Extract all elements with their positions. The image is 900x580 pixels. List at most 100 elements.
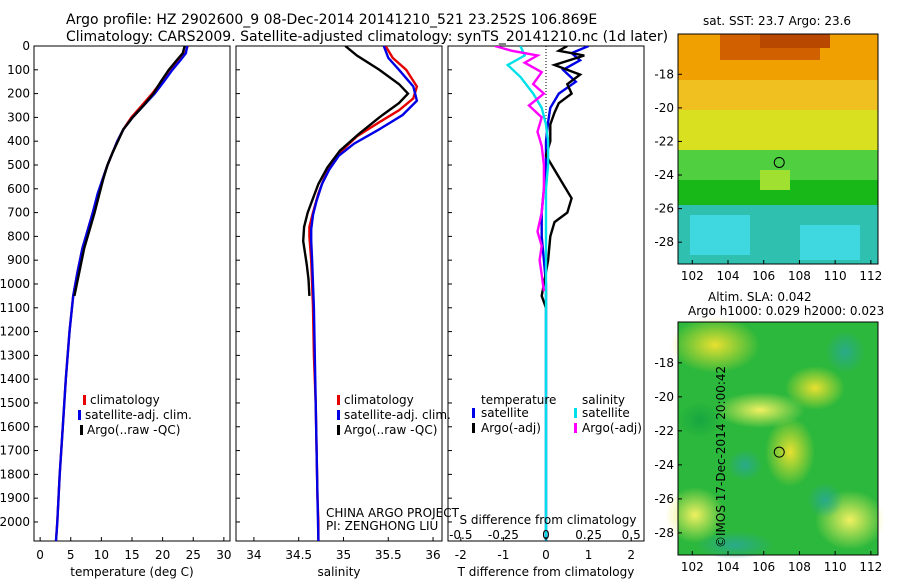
sla-high-blob [765, 417, 815, 487]
x-tick-label: 20 [155, 548, 170, 562]
legend-label-climatology: climatology [90, 393, 160, 407]
map-x-tick-label: 110 [824, 560, 847, 574]
sst-cyan-patch [690, 215, 750, 255]
y-tick-label: 1400 [0, 372, 30, 386]
x2-tick-label: 0 [542, 528, 550, 542]
legend-swatch-climatology [337, 395, 340, 405]
project-pi: PI: ZENGHONG LIU [326, 519, 438, 533]
legend-swatch-sal-argo [574, 423, 577, 433]
sla-low-blob [825, 330, 865, 374]
sla-map-title: Altim. SLA: 0.042 [708, 290, 812, 304]
sst-lime-tongue [760, 170, 790, 190]
x2-tick-label: 0.5 [622, 528, 641, 542]
temperature-legend: climatology satellite-adj. clim. Argo(..… [78, 393, 192, 437]
y-tick-label: 900 [7, 253, 30, 267]
y-tick-label: 200 [7, 87, 30, 101]
sst-band-lime [678, 110, 878, 155]
x-tick-label: 25 [186, 548, 201, 562]
series-line-satellite [505, 46, 550, 541]
legend-label-argo: Argo(..raw -QC) [344, 423, 437, 437]
map-y-tick-label: -20 [654, 390, 674, 404]
map-y-tick-label: -24 [654, 458, 674, 472]
y-tick-label: 1200 [0, 325, 30, 339]
map-y-tick-label: -24 [654, 168, 674, 182]
legend-title-temperature: temperature [481, 393, 556, 407]
x-tick-label: 35.5 [375, 548, 402, 562]
x-tick-label: -1 [497, 548, 509, 562]
map-x-tick-label: 106 [752, 560, 775, 574]
legend-swatch-argo [80, 425, 83, 435]
y-tick-label: 1300 [0, 348, 30, 362]
legend-label-temp-argo: Argo(-adj) [481, 421, 541, 435]
map-x-tick-label: 102 [681, 269, 704, 283]
sla-low-blob [727, 449, 763, 481]
map-x-tick-label: 102 [681, 560, 704, 574]
sla-high-blob [665, 487, 725, 543]
sst-map [677, 33, 879, 265]
sla-low-blob [678, 402, 722, 438]
y-tick-label: 0 [22, 39, 30, 53]
map-x-tick-label: 110 [824, 269, 847, 283]
x-tick-label: 0 [36, 548, 44, 562]
y-tick-label: 700 [7, 206, 30, 220]
x-axis-label: salinity [317, 565, 360, 579]
sla-map-subtitle: Argo h1000: 0.029 h2000: 0.023 [688, 304, 884, 318]
legend-swatch-climatology [83, 395, 86, 405]
sla-high-blob [715, 392, 805, 428]
legend-swatch-argo [337, 425, 340, 435]
sst-warmest-patch [760, 34, 830, 48]
legend-label-satellite: satellite-adj. clim. [85, 408, 192, 422]
temperature-axes [33, 45, 231, 542]
y-tick-label: 500 [7, 158, 30, 172]
sla-low-blob [807, 482, 843, 518]
y-tick-label: 1600 [0, 420, 30, 434]
y-tick-label: 1900 [0, 491, 30, 505]
legend-label-sal-argo: Argo(-adj) [582, 421, 642, 435]
sla-low-blob [695, 531, 775, 559]
map-y-tick-label: -18 [654, 67, 674, 81]
series-line-argo-raw-qc [73, 46, 186, 297]
sla-map [665, 317, 885, 559]
y-tick-label: 300 [7, 110, 30, 124]
map-y-tick-label: -22 [654, 424, 674, 438]
y-tick-label: 1500 [0, 396, 30, 410]
sla-high-blob [670, 317, 760, 373]
x2-tick-label: -0.25 [488, 528, 519, 542]
map-y-tick-label: -22 [654, 134, 674, 148]
series-line-satellite [540, 46, 590, 541]
map-y-tick-label: -20 [654, 101, 674, 115]
legend-swatch-satellite [78, 410, 81, 420]
legend-label-temp-satellite: satellite [481, 406, 529, 420]
x-tick-label: 2 [627, 548, 635, 562]
map-x-tick-label: 112 [859, 269, 882, 283]
y-tick-label: 400 [7, 134, 30, 148]
legend-label-sal-satellite: satellite [582, 406, 630, 420]
legend-swatch-temp-satellite [472, 408, 475, 418]
map-x-tick-label: 106 [752, 269, 775, 283]
figure-subtitle: Climatology: CARS2009. Satellite-adjuste… [66, 29, 669, 45]
legend-label-climatology: climatology [344, 393, 414, 407]
x-tick-label: 15 [124, 548, 139, 562]
x-tick-label: 30 [216, 548, 231, 562]
x-axis-label: T difference from climatology [457, 565, 635, 579]
x-tick-label: 5 [67, 548, 75, 562]
sst-map-title: sat. SST: 23.7 Argo: 23.6 [703, 14, 851, 28]
x2-axis-label: S difference from climatology [460, 513, 637, 527]
map-x-tick-label: 108 [788, 560, 811, 574]
series-line-climatology [308, 46, 419, 541]
map-x-tick-label: 104 [717, 560, 740, 574]
legend-swatch-temp-argo [472, 423, 475, 433]
y-tick-label: 1700 [0, 444, 30, 458]
x-tick-label: 34 [246, 548, 261, 562]
series-line-argo-raw-qc [301, 46, 410, 296]
legend-label-satellite: satellite-adj. clim. [344, 408, 451, 422]
argo-location-marker [773, 156, 785, 168]
y-tick-label: 2000 [0, 515, 30, 529]
x-tick-label: 36 [425, 548, 440, 562]
y-tick-label: 1100 [0, 301, 30, 315]
x-tick-label: 0 [542, 548, 550, 562]
x-axis-label: temperature (deg C) [70, 565, 193, 579]
series-line-satellite-adj-clim [310, 46, 419, 541]
x-tick-label: 34.5 [285, 548, 312, 562]
